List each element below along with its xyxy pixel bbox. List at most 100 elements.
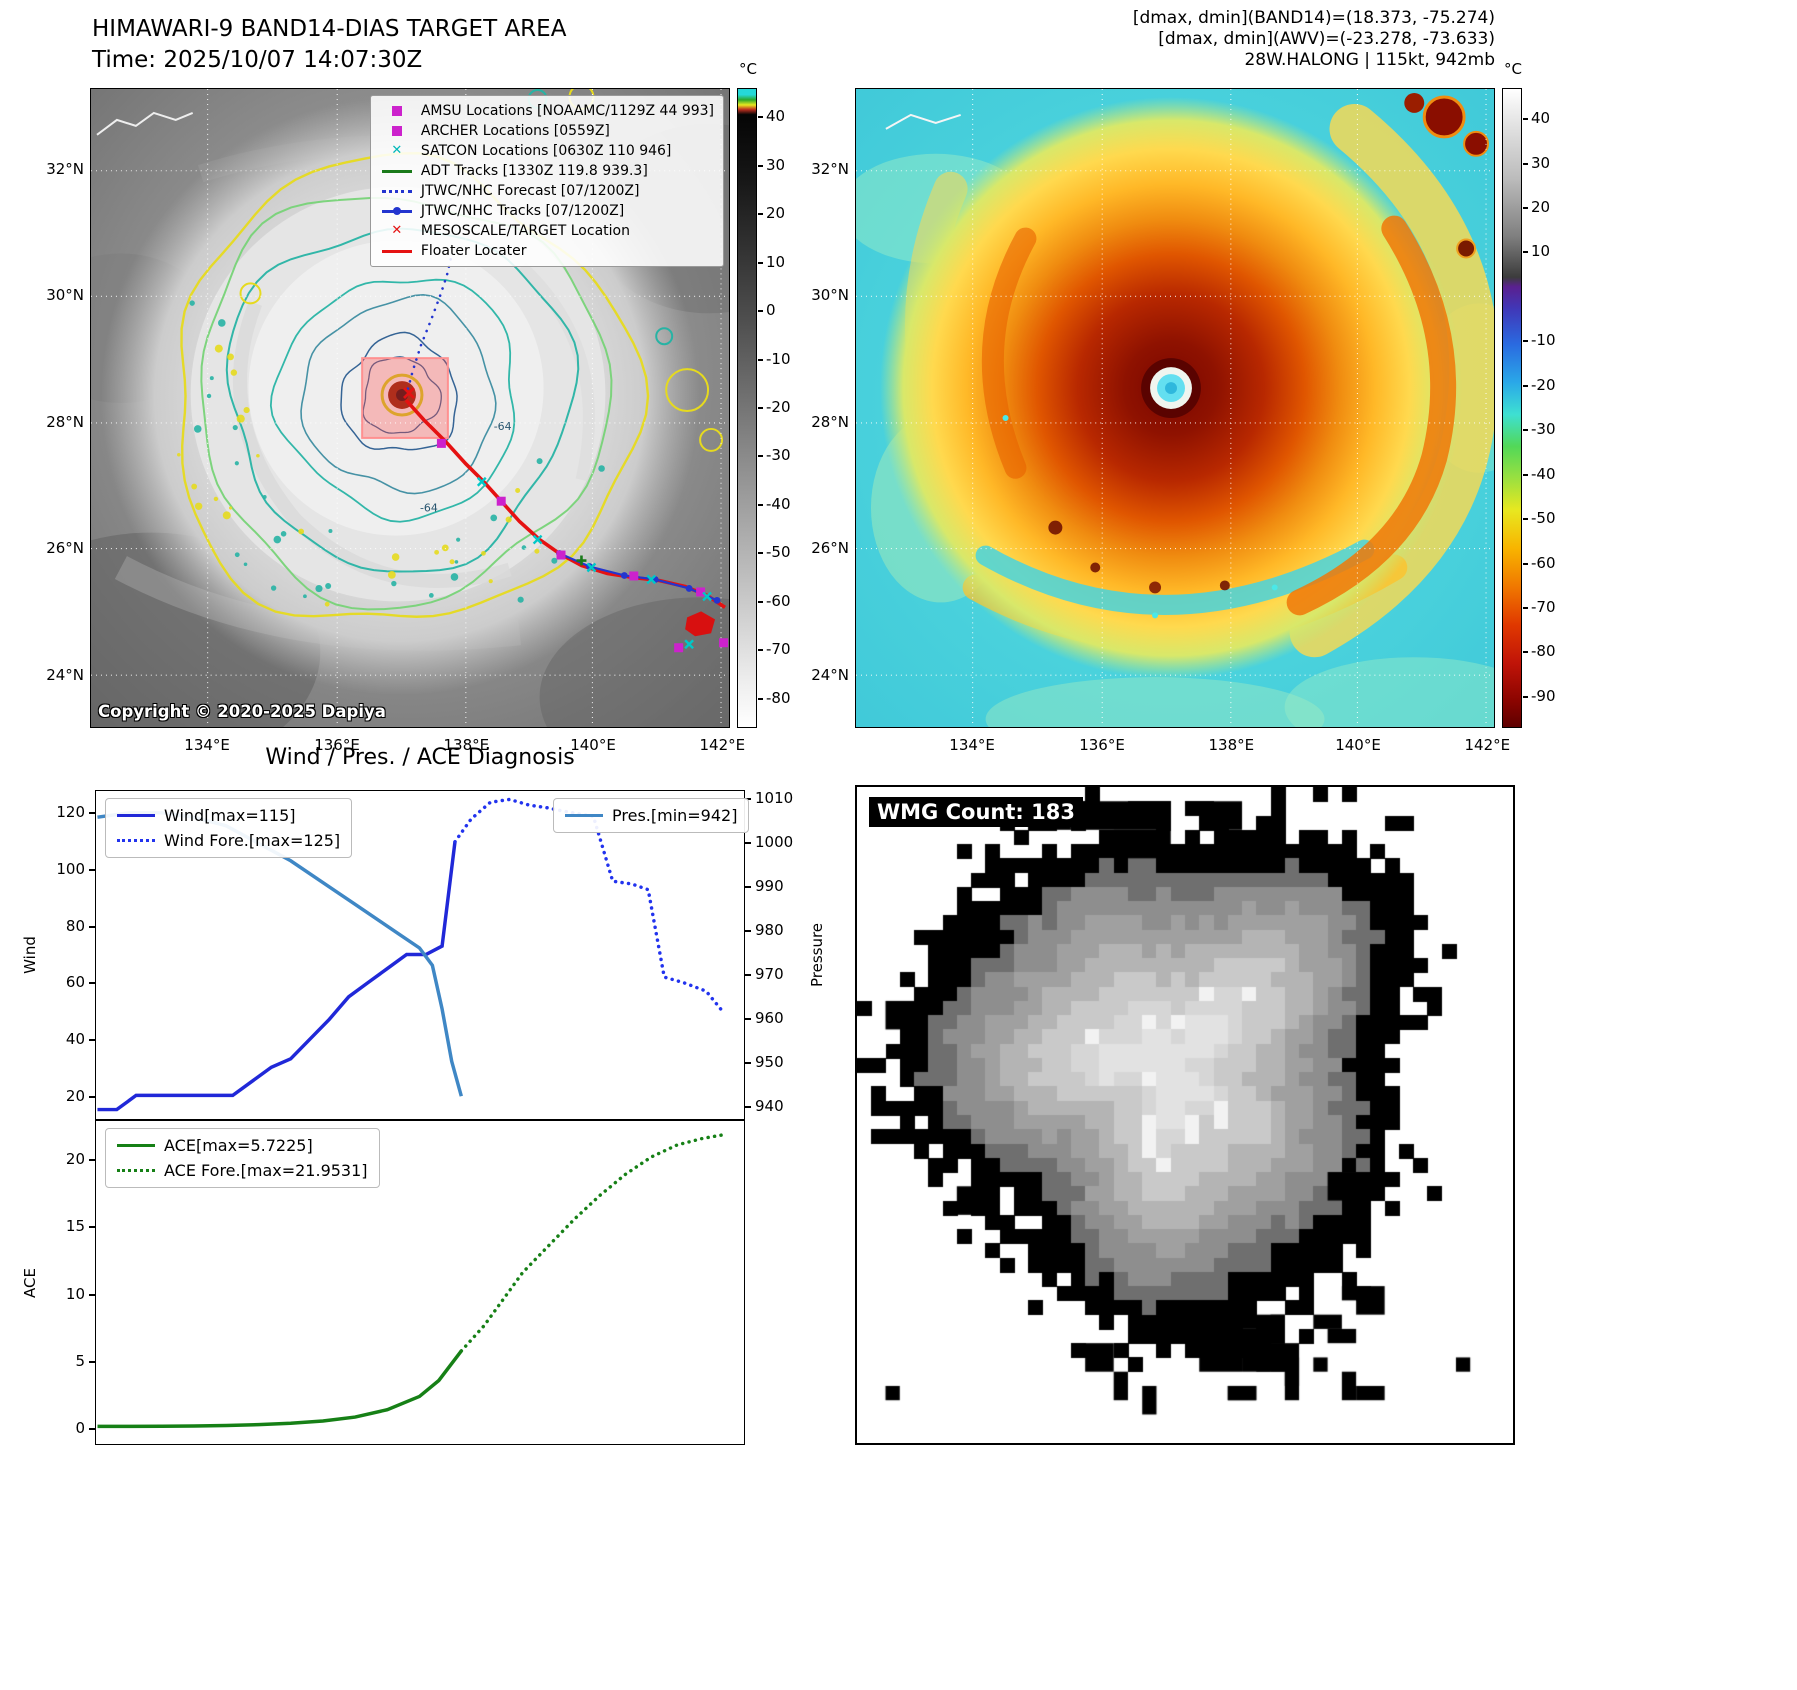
solid-line-icon bbox=[117, 813, 155, 818]
x-marker-icon: ✕ bbox=[391, 143, 403, 158]
colorbar-tick-label: -20 bbox=[766, 398, 791, 416]
colorbar-tick bbox=[758, 116, 763, 119]
lon-tick-label: 136°E bbox=[314, 736, 360, 754]
legend-item: JTWC/NHC Tracks [07/1200Z] bbox=[380, 203, 714, 219]
y-axis-tick bbox=[89, 811, 95, 814]
colorbar-tick-label: -60 bbox=[766, 591, 791, 610]
coastline bbox=[96, 111, 194, 136]
chart-legend: Pres.[min=942] bbox=[553, 798, 750, 833]
y-axis-tick-label: 5 bbox=[75, 1351, 85, 1370]
legend-item: AMSU Locations [NOAAMC/1129Z 44 993] bbox=[380, 103, 714, 119]
series-wind bbox=[97, 841, 457, 1112]
y-axis-tick bbox=[89, 1159, 95, 1162]
y2-axis-tick bbox=[745, 1017, 751, 1020]
ace-axis-title: ACE bbox=[21, 1267, 39, 1298]
colorbar-tick bbox=[1523, 518, 1528, 521]
y2-axis-tick-label: 940 bbox=[755, 1096, 784, 1115]
colorbar-tick-label: -10 bbox=[1531, 331, 1556, 350]
colorbar-tick-label: 10 bbox=[1531, 242, 1551, 261]
y2-axis-tick-label: 950 bbox=[755, 1052, 784, 1071]
colorbar-tick-label: 20 bbox=[766, 204, 786, 223]
lat-tick-label: 32°N bbox=[46, 159, 84, 178]
colorbar-tick-label: 30 bbox=[1531, 153, 1551, 172]
wmg-count-label: WMG Count: 183 bbox=[869, 797, 1083, 827]
legend-item-label: JTWC/NHC Tracks [07/1200Z] bbox=[420, 203, 625, 219]
lat-tick-label: 30°N bbox=[46, 286, 84, 304]
chart-legend-item: ACE Fore.[max=21.9531] bbox=[117, 1161, 368, 1180]
jtwc-past-track bbox=[559, 552, 718, 602]
pressure-axis-title: Pressure bbox=[808, 922, 826, 988]
chart-legend-item: Wind[max=115] bbox=[117, 806, 340, 825]
y-axis-tick-label: 0 bbox=[75, 1418, 85, 1437]
y2-axis-tick-label: 990 bbox=[755, 876, 784, 895]
y-axis-tick-label: 100 bbox=[56, 859, 85, 878]
lat-tick-label: 24°N bbox=[811, 666, 849, 685]
awv-colorbar-unit: °C bbox=[1504, 60, 1522, 78]
y2-axis-tick-label: 1010 bbox=[755, 788, 794, 807]
y-axis-tick-label: 60 bbox=[65, 973, 85, 992]
band14-panel-title: HIMAWARI-9 BAND14-DIAS TARGET AREA Time:… bbox=[92, 14, 566, 76]
y-axis-tick-label: 20 bbox=[65, 1150, 85, 1169]
lon-tick-label: 134°E bbox=[184, 736, 230, 754]
coastline bbox=[885, 113, 961, 130]
colorbar-tick bbox=[758, 358, 763, 361]
legend-item: ✕ MESOSCALE/TARGET Location bbox=[380, 223, 714, 239]
colorbar-tick bbox=[1523, 118, 1528, 121]
graticule bbox=[856, 89, 1494, 727]
y-axis-tick bbox=[89, 1427, 95, 1430]
band14-title: HIMAWARI-9 BAND14-DIAS TARGET AREA bbox=[92, 16, 567, 42]
y2-axis-tick bbox=[745, 1105, 751, 1108]
band14-colorbar bbox=[737, 88, 757, 728]
colorbar-tick-label: -30 bbox=[1531, 420, 1556, 439]
lon-tick-label: 136°E bbox=[1079, 736, 1125, 754]
y2-axis-tick bbox=[745, 885, 751, 888]
chart-legend-item: ACE[max=5.7225] bbox=[117, 1136, 368, 1155]
colorbar-tick-label: 30 bbox=[766, 155, 786, 174]
colorbar-tick-label: -60 bbox=[1531, 553, 1556, 572]
eye-ring bbox=[380, 373, 424, 417]
y-axis-tick bbox=[89, 1226, 95, 1229]
ace-plot-area bbox=[97, 1133, 724, 1429]
awv-header: [dmax, dmin](BAND14)=(18.373, -75.274) [… bbox=[1133, 8, 1495, 71]
chart-legend: ACE[max=5.7225] ACE Fore.[max=21.9531] bbox=[105, 1128, 380, 1188]
contour-label: -64 bbox=[420, 502, 438, 515]
y-axis-tick-label: 80 bbox=[65, 916, 85, 935]
adt-marker bbox=[576, 555, 587, 566]
colorbar-tick-label: -40 bbox=[1531, 464, 1556, 483]
series-ace-fore- bbox=[459, 1133, 724, 1353]
amsu-archer-markers bbox=[436, 438, 729, 653]
lat-tick-label: 28°N bbox=[811, 412, 849, 431]
legend-item-label: SATCON Locations [0630Z 110 946] bbox=[420, 143, 672, 159]
y2-axis-tick bbox=[745, 841, 751, 844]
y-axis-tick-label: 40 bbox=[65, 1030, 85, 1049]
legend-item: ADT Tracks [1330Z 119.8 939.3] bbox=[380, 163, 714, 179]
awv-map bbox=[855, 88, 1495, 728]
y-axis-tick bbox=[89, 1360, 95, 1363]
colorbar-tick-label: -70 bbox=[1531, 598, 1556, 616]
y2-axis-tick bbox=[745, 973, 751, 976]
colorbar-tick bbox=[1523, 429, 1528, 432]
y2-axis-tick-label: 1000 bbox=[755, 832, 794, 851]
y-axis-tick bbox=[89, 925, 95, 928]
lon-tick-label: 140°E bbox=[570, 736, 616, 754]
y-axis-tick-label: 20 bbox=[65, 1087, 85, 1106]
legend-item-label: MESOSCALE/TARGET Location bbox=[420, 223, 630, 239]
chart-legend-item: Pres.[min=942] bbox=[565, 806, 737, 825]
lat-tick-label: 26°N bbox=[46, 538, 84, 557]
colorbar-tick bbox=[1523, 251, 1528, 254]
colorbar-tick bbox=[758, 164, 763, 167]
lon-tick-label: 142°E bbox=[699, 736, 746, 754]
colorbar-tick bbox=[1523, 562, 1528, 565]
y2-axis-tick-label: 970 bbox=[755, 964, 784, 983]
colorbar-tick-label: -40 bbox=[766, 494, 791, 513]
wmg-panel: WMG Count: 183 bbox=[855, 785, 1515, 1445]
wind-axis-title: Wind bbox=[21, 936, 39, 974]
satcon-markers bbox=[476, 476, 712, 650]
dotted-line-icon bbox=[117, 1169, 155, 1172]
dotted-line-marker-icon bbox=[380, 185, 414, 197]
lon-tick-label: 138°E bbox=[1208, 736, 1255, 754]
colorbar-tick-label: -20 bbox=[1531, 375, 1556, 394]
colorbar-tick bbox=[758, 552, 763, 555]
colorbar-tick bbox=[758, 213, 763, 216]
wmg-image bbox=[857, 787, 1513, 1443]
